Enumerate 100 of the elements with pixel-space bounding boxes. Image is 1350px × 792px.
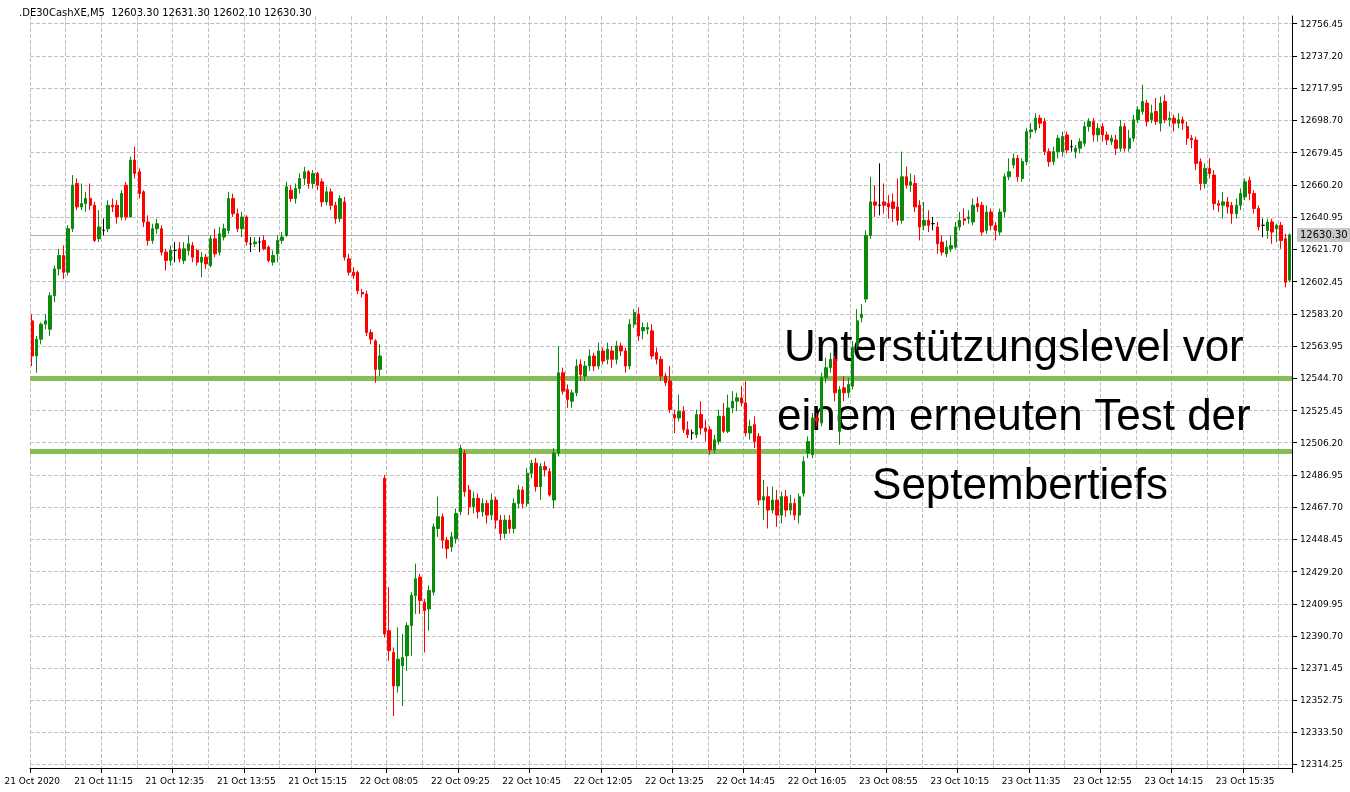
x-tick-label: 23 Oct 15:35 [1215,775,1275,786]
candlestick [200,251,203,278]
x-tick-label: 22 Oct 08:05 [359,775,419,786]
candlestick [1163,94,1167,124]
candlestick [253,236,257,248]
candlestick [418,573,422,615]
candlestick [900,151,904,225]
candlestick [343,196,346,262]
candlestick [1012,152,1015,169]
candlestick [311,169,315,190]
candlestick [971,198,975,226]
candlestick [610,345,614,369]
candlestick [726,394,730,434]
candlestick [124,181,128,221]
candlestick [592,352,596,372]
candlestick [169,244,172,267]
candlestick [347,253,351,277]
candlestick [1119,119,1122,153]
candlestick [1145,99,1149,128]
candlestick [927,209,930,233]
candlestick [459,444,462,516]
candlestick [97,209,101,243]
y-tick-label: 12409.95 [1300,598,1343,609]
x-tick-label: 23 Oct 12:55 [1073,775,1132,786]
y-tick-label: 12448.45 [1300,534,1343,545]
candlestick [285,181,288,238]
candlestick [695,409,698,439]
candlestick [191,241,194,263]
candlestick [798,492,801,524]
candlestick [1186,121,1189,146]
x-tick-label: 22 Oct 09:25 [430,775,490,786]
candlestick [905,166,908,190]
candlestick [503,514,507,540]
candlestick [909,172,912,193]
x-tick-label: 21 Oct 15:15 [288,775,347,786]
candlestick [106,199,110,233]
candlestick [771,486,774,514]
y-tick-label: 12525.45 [1300,405,1343,416]
candlestick [766,486,770,529]
x-tick-label: 21 Oct 2020 [4,775,61,786]
candlestick [80,182,83,211]
candlestick [1203,162,1207,190]
x-tick-label: 23 Oct 10:15 [930,775,990,786]
candlestick [637,306,640,342]
candlestick [597,342,600,370]
y-tick-label: 12602.45 [1300,276,1343,287]
candlestick [476,492,480,519]
candlestick [548,467,551,498]
candlestick [204,253,208,270]
candlestick [173,241,177,263]
candlestick [579,358,582,382]
candlestick [668,365,672,414]
x-tick-label: 21 Oct 13:55 [216,775,276,786]
candlestick [963,208,966,226]
candlestick [472,491,475,514]
y-tick-label: 12717.95 [1300,83,1343,94]
candlestick [178,241,181,263]
candlestick [793,497,796,521]
candlestick [1092,117,1095,143]
candlestick [1270,218,1274,245]
candlestick [980,201,984,236]
candlestick [423,598,426,653]
candlestick [673,409,676,434]
candlestick [780,491,783,524]
candlestick [601,347,605,365]
candlestick [641,321,645,340]
candlestick [1230,201,1233,225]
y-tick-label: 12698.70 [1300,115,1344,126]
y-tick-label: 12583.20 [1300,308,1344,319]
candlestick [1154,97,1158,126]
y-tick-label: 12737.20 [1300,50,1344,61]
x-tick-label: 22 Oct 13:25 [645,775,704,786]
candlestick [1123,122,1126,153]
y-tick-label: 12371.45 [1300,663,1343,674]
y-tick-label: 12429.20 [1300,566,1344,577]
candlestick [481,497,484,518]
candlestick [1159,95,1162,133]
candlestick [789,494,792,516]
candlestick [1114,134,1118,156]
candlestick [240,211,244,238]
candlestick [1096,122,1100,143]
candlestick [873,184,877,218]
y-tick-label: 12506.20 [1300,437,1344,448]
candlestick [62,244,65,280]
candlestick [606,342,609,365]
candlestick [392,646,395,717]
y-tick-label: 12544.70 [1300,373,1344,384]
candlestick [860,303,863,323]
candlestick [485,499,489,524]
candlestick [129,156,132,218]
candlestick [1261,218,1265,238]
candlestick [1208,157,1211,179]
candlestick [490,492,493,521]
candlestick [744,380,747,437]
y-tick-label: 12563.95 [1300,341,1343,352]
candlestick [1168,110,1171,128]
candlestick [508,514,511,535]
candlestick [784,489,788,518]
candlestick [120,189,123,221]
candlestick [1212,169,1216,211]
